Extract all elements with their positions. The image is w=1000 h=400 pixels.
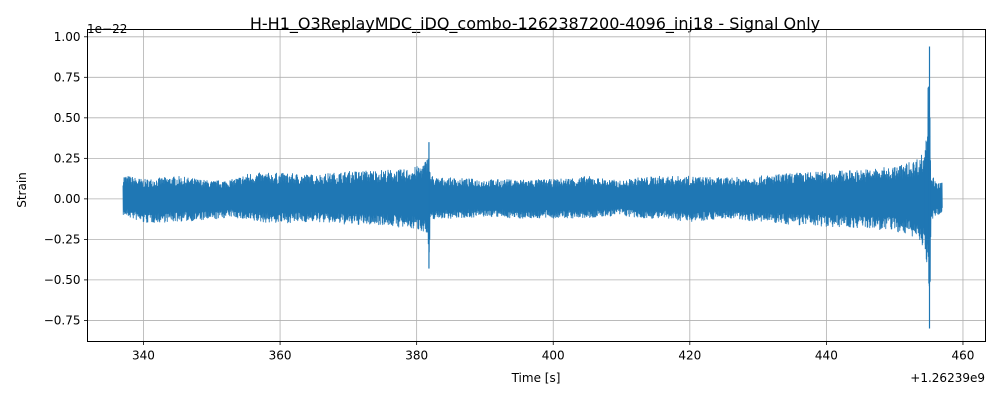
y-tick-label: 1.00 — [54, 30, 81, 44]
y-scale-label: 1e−22 — [87, 22, 127, 36]
y-tick-label: −0.50 — [44, 273, 81, 287]
signal-series — [122, 46, 943, 329]
y-tick-label: −0.25 — [44, 232, 81, 246]
x-tick-label: 440 — [815, 349, 838, 363]
x-offset-label: +1.26239e9 — [910, 371, 985, 385]
x-tick-label: 380 — [405, 349, 428, 363]
y-tick-label: 0.75 — [54, 70, 81, 84]
chart-title: H-H1_O3ReplayMDC_iDQ_combo-1262387200-40… — [250, 14, 820, 34]
x-axis-label: Time [s] — [511, 371, 561, 385]
plot-frame — [87, 29, 986, 342]
y-tick-label: 0.25 — [54, 151, 81, 165]
x-tick-label: 360 — [269, 349, 292, 363]
y-tick-label: 0.00 — [54, 192, 81, 206]
y-axis-label: Strain — [15, 172, 29, 208]
x-tick-label: 400 — [542, 349, 565, 363]
y-tick-label: 0.50 — [54, 111, 81, 125]
x-tick-label: 420 — [678, 349, 701, 363]
x-axis: 340 360 380 400 420 440 460 — [132, 341, 975, 363]
x-tick-label: 460 — [952, 349, 975, 363]
signal-line — [122, 73, 943, 287]
y-tick-label: −0.75 — [44, 313, 81, 327]
y-axis: −0.75 −0.50 −0.25 0.00 0.25 0.50 0.75 1.00 — [44, 30, 88, 327]
x-tick-label: 340 — [132, 349, 155, 363]
